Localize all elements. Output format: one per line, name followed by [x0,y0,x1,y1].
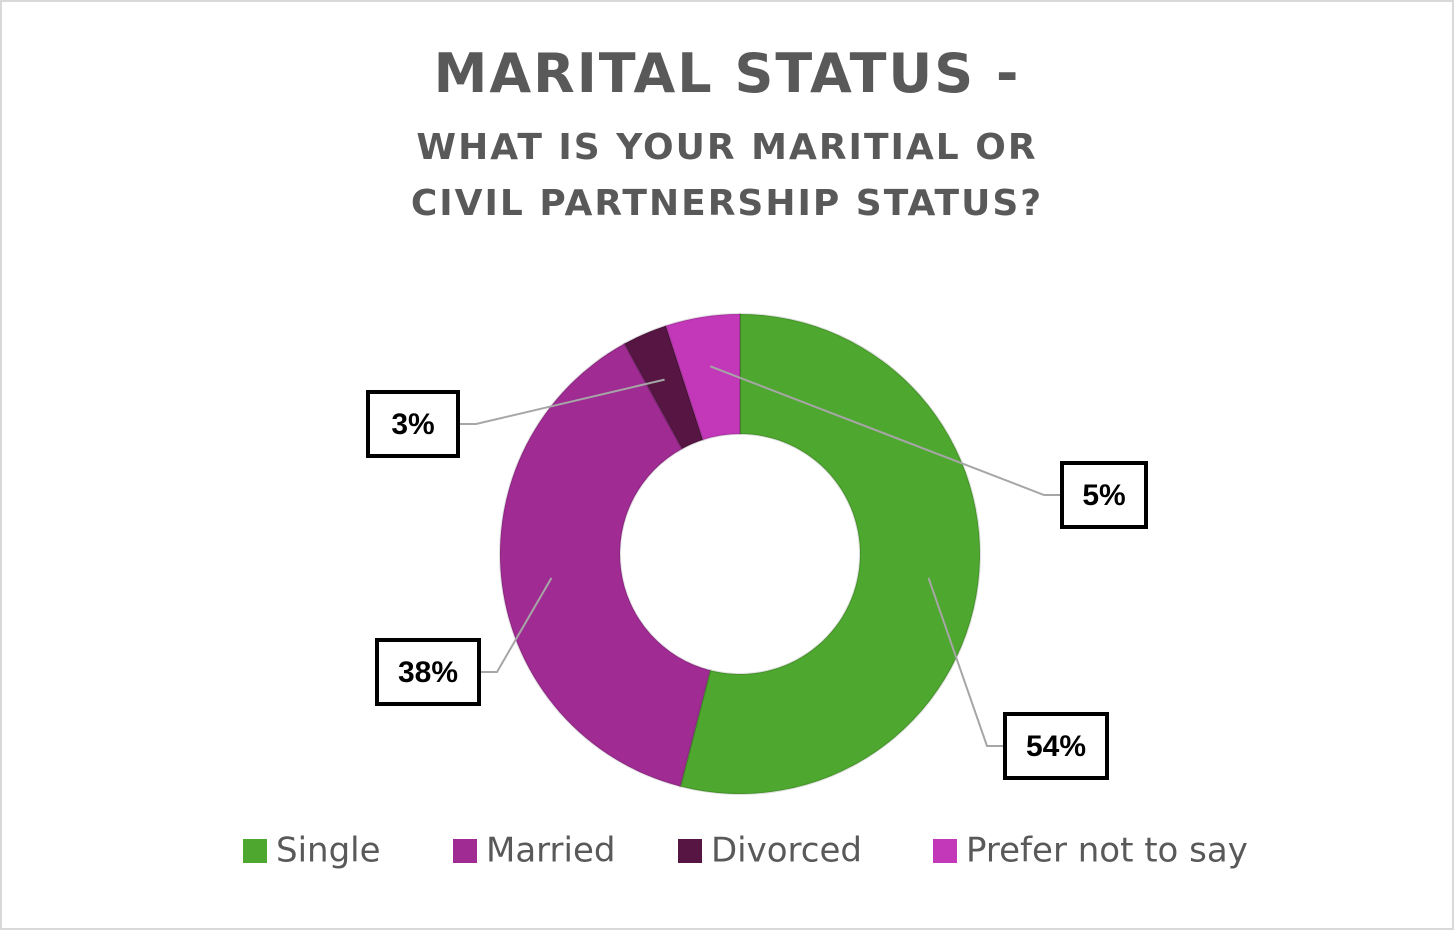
legend-label: Married [486,831,615,871]
legend-label: Divorced [711,831,862,871]
data-label: 3% [391,408,434,441]
data-label-box [375,638,481,706]
legend-label: Single [276,831,381,871]
donut-segment [664,312,741,442]
legend-swatch [678,839,702,863]
donut-segment [499,342,712,788]
leader-line [927,577,1005,747]
data-label: 38% [398,656,458,689]
legend-swatch [243,839,267,863]
donut-segment [679,312,981,795]
legend-swatch [933,839,957,863]
chart-title: MARITAL STATUS - [433,42,1021,105]
chart-subtitle: WHAT IS YOUR MARITIAL OR CIVIL PARTNERSH… [410,127,1044,224]
legend-label: Prefer not to say [966,831,1248,871]
leader-line [709,365,1062,496]
data-label: 5% [1082,479,1125,512]
data-label-box [1003,712,1109,780]
data-label-box [1060,461,1148,529]
leader-line [458,378,665,425]
data-label-box [366,390,460,458]
data-label: 54% [1026,730,1086,763]
leader-line [479,577,553,673]
legend-swatch [453,839,477,863]
